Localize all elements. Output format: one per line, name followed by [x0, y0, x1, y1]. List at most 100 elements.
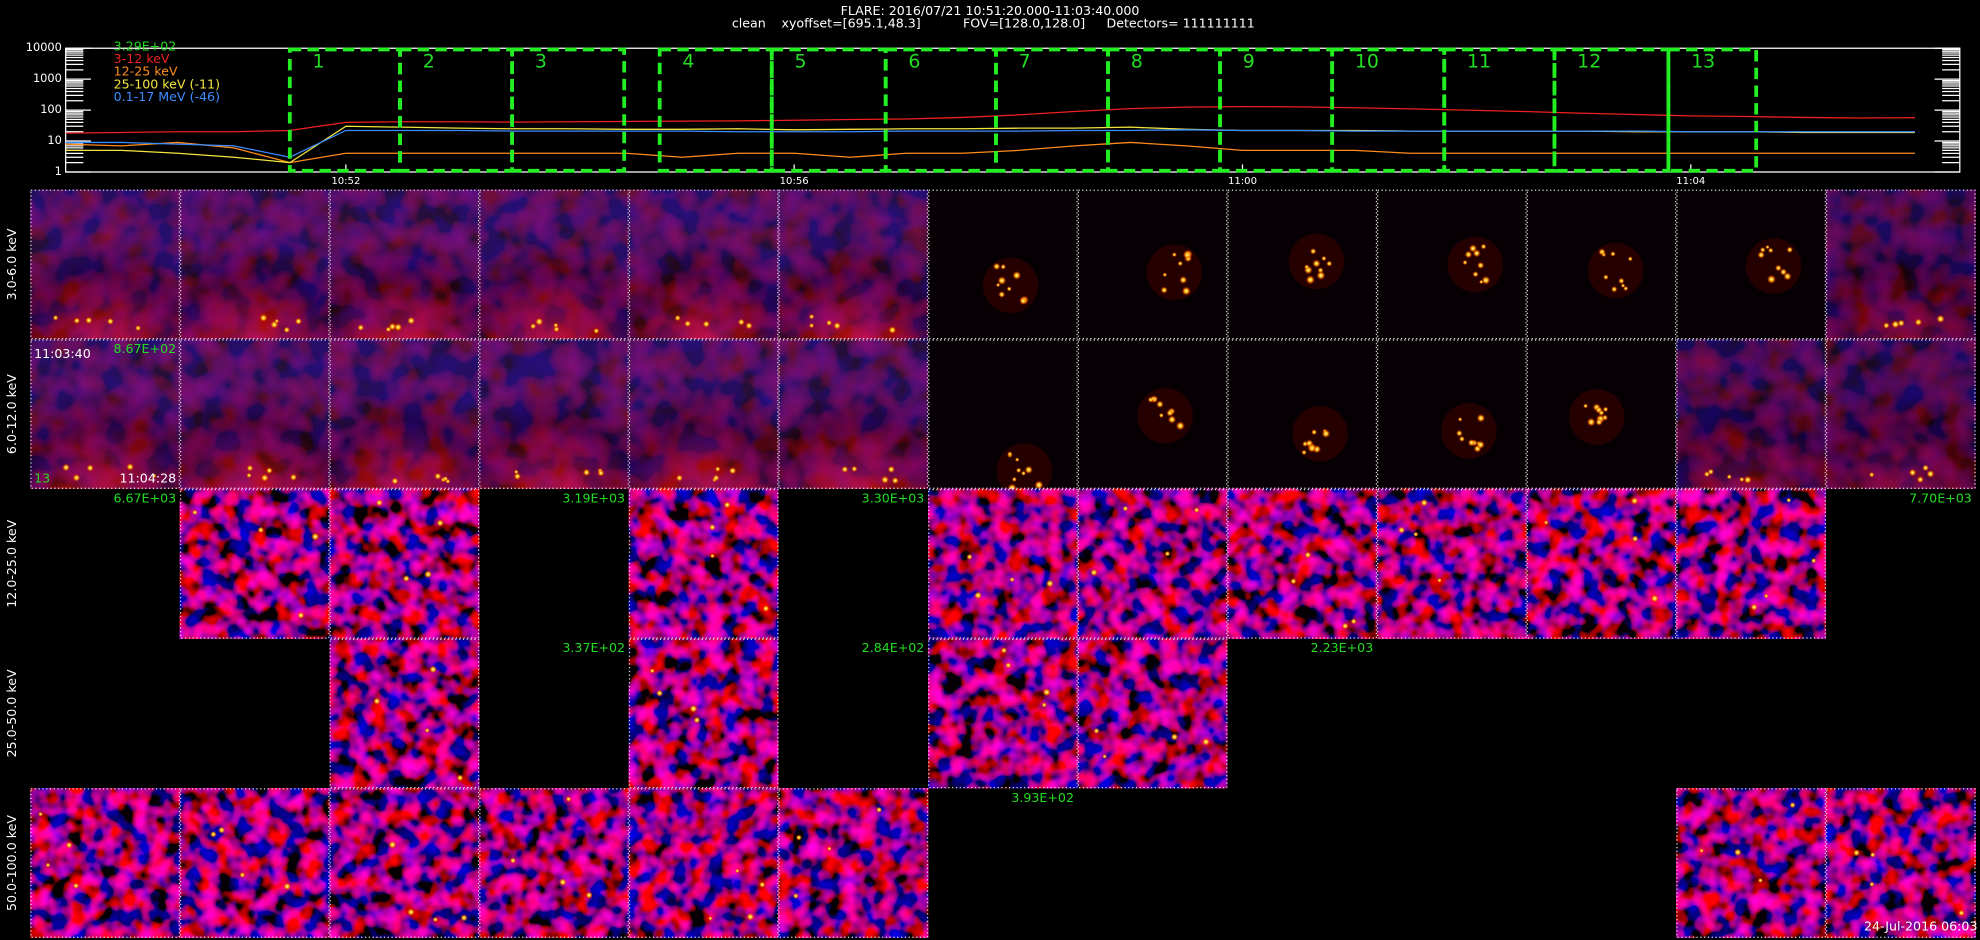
interval-box: [1442, 47, 1557, 173]
bright-spot: [1926, 469, 1935, 479]
x-tick-label: 10:52: [331, 176, 360, 187]
bright-spot: [1631, 535, 1639, 543]
bright-spot: [1164, 550, 1171, 557]
bright-spot: [1610, 251, 1616, 257]
image-cell: [628, 339, 779, 489]
bright-spot: [1602, 406, 1609, 413]
image-border: [179, 339, 330, 489]
bright-spot: [1462, 259, 1468, 266]
bright-spot: [282, 882, 292, 891]
bright-spot: [1936, 314, 1945, 324]
image-border: [329, 189, 480, 340]
bright-spot: [792, 892, 799, 900]
bright-spot: [151, 473, 157, 479]
image-border: [1526, 189, 1677, 340]
bright-spot: [1301, 449, 1307, 456]
row-label: 50.0-100.0 keV: [4, 815, 19, 911]
image-ripple: [30, 339, 180, 489]
bright-spot: [289, 473, 298, 482]
image-border: [1526, 339, 1677, 489]
bright-spot: [388, 840, 397, 850]
bright-spot: [826, 846, 832, 852]
bright-spot: [693, 716, 701, 724]
bright-spot: [709, 553, 715, 559]
image-cell: [1825, 189, 1976, 340]
x-tick-label: 10:56: [780, 176, 809, 187]
legend-entry: 25-100 keV (-11): [114, 76, 220, 91]
bright-spot: [1779, 268, 1788, 276]
bright-spot: [1020, 470, 1027, 476]
bright-spot: [1166, 409, 1174, 417]
bright-spot: [649, 667, 656, 674]
bright-spot: [1476, 413, 1486, 423]
legend-entry: 12-25 keV: [114, 64, 178, 79]
image-ripple: [928, 488, 1078, 639]
bright-spot: [723, 501, 732, 509]
bright-spot: [1014, 457, 1020, 462]
y-tick-label: 10000: [26, 40, 62, 54]
image-border: [1676, 488, 1826, 639]
interval-box: [1106, 47, 1222, 173]
bright-spot: [1698, 848, 1705, 854]
bright-spot: [436, 518, 445, 528]
cell-max-label: 2.84E+02: [862, 640, 925, 655]
image-cell: [1227, 339, 1378, 489]
bright-spot: [1326, 260, 1333, 267]
bright-spot: [1341, 622, 1349, 630]
bright-spot: [423, 569, 433, 579]
image-cell: [1227, 189, 1378, 340]
series-line: [65, 129, 1915, 158]
image-border: [30, 189, 180, 340]
bright-spot: [1156, 400, 1164, 409]
bright-spot: [294, 317, 303, 326]
bright-spot: [1707, 468, 1715, 476]
bright-spot: [65, 841, 73, 849]
image-ripple: [479, 189, 629, 340]
image-border: [329, 488, 480, 639]
interval-label: 7: [1019, 51, 1031, 73]
image-ripple: [329, 638, 480, 789]
bright-spot: [246, 472, 252, 479]
image-cell: [1825, 788, 1976, 938]
row-label: 25.0-50.0 keV: [4, 669, 19, 757]
bright-spot: [1012, 270, 1022, 280]
image-ripple: [1676, 339, 1826, 489]
image-ripple: [778, 339, 929, 489]
bright-spot: [62, 463, 71, 472]
bright-spot: [1738, 476, 1745, 483]
bright-spot: [1307, 443, 1317, 453]
bright-spot: [1598, 409, 1605, 416]
image-cell: [928, 638, 1078, 789]
source-halo: [1137, 387, 1193, 444]
row-label: 3.0-6.0 keV: [4, 228, 19, 300]
image-ripple: [1227, 488, 1378, 639]
bright-spot: [1916, 475, 1925, 484]
bright-spot: [1289, 577, 1297, 585]
image-border: [479, 339, 629, 489]
bright-spot: [565, 795, 572, 803]
bright-spot: [534, 317, 544, 326]
bright-spot: [1458, 435, 1465, 443]
image-ripple: [1825, 788, 1976, 938]
image-ripple: [329, 488, 480, 639]
image-border: [479, 788, 629, 938]
bright-spot: [259, 313, 268, 323]
bright-spot: [1350, 617, 1358, 625]
bright-spot: [851, 465, 858, 473]
bright-spot: [795, 834, 803, 841]
bright-spot: [270, 320, 279, 329]
image-border: [1077, 339, 1228, 489]
bright-spot: [402, 574, 411, 583]
image-cell: [1077, 488, 1228, 639]
image-border: [1377, 189, 1527, 340]
interval-box: [1330, 47, 1447, 173]
image-ripple: [329, 788, 480, 938]
image-cell: [928, 189, 1078, 340]
bright-spot: [509, 857, 517, 864]
bright-spot: [1019, 296, 1028, 305]
interval-box: [398, 47, 515, 173]
image-ripple: [1526, 488, 1677, 639]
image-border: [1526, 488, 1677, 639]
image-cell: [329, 788, 480, 938]
source-halo: [1745, 238, 1802, 294]
